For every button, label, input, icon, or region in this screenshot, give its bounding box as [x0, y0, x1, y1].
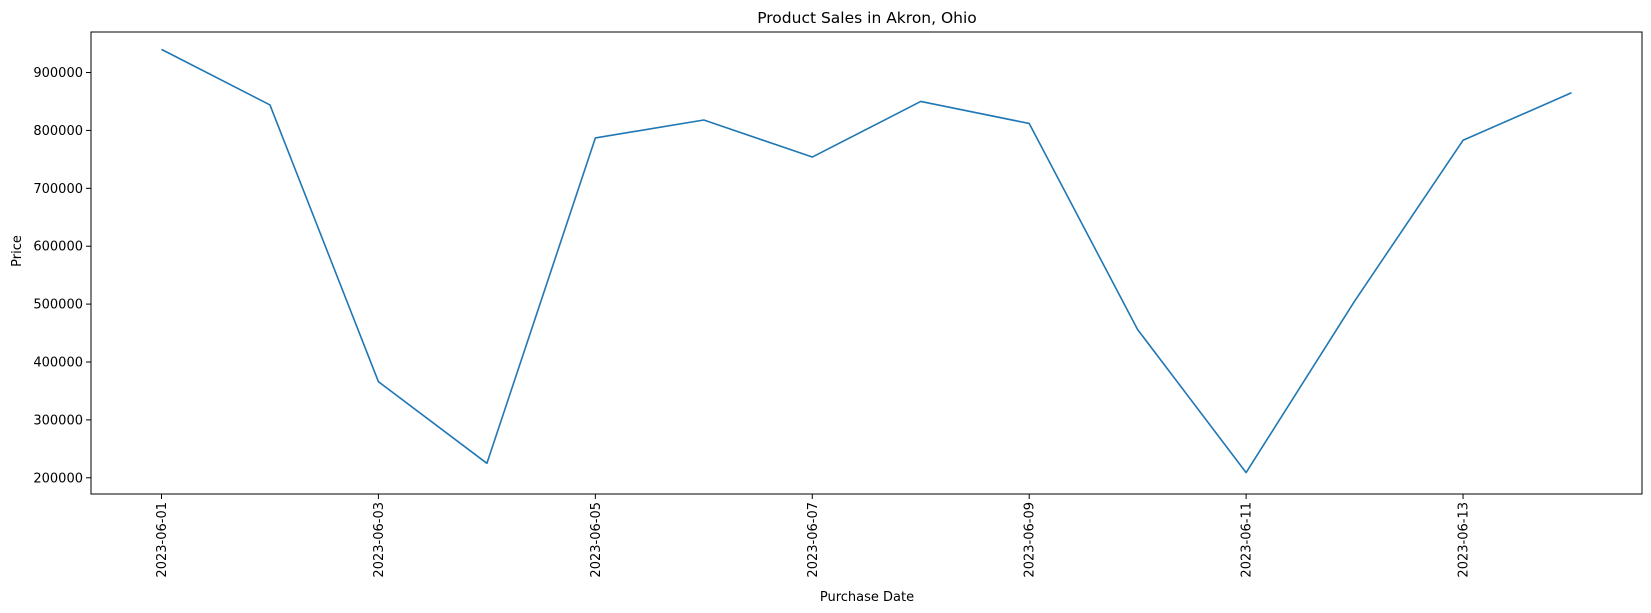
y-tick-label: 500000	[33, 298, 83, 313]
y-tick-label: 800000	[33, 124, 83, 139]
x-tick-label: 2023-06-09	[1023, 502, 1038, 578]
series-line	[161, 48, 1572, 474]
x-tick-label: 2023-06-01	[155, 502, 170, 578]
x-tick-label: 2023-06-11	[1240, 502, 1255, 578]
x-tick-label: 2023-06-05	[589, 502, 604, 578]
x-tick-label: 2023-06-13	[1457, 502, 1472, 578]
x-tick-label: 2023-06-07	[806, 502, 821, 578]
x-axis-label: Purchase Date	[820, 590, 914, 605]
y-tick-label: 300000	[33, 413, 83, 428]
plot-frame	[90, 31, 1643, 495]
y-axis-label: Price	[10, 235, 25, 267]
y-tick-label: 900000	[33, 66, 83, 81]
y-tick-label: 200000	[33, 471, 83, 486]
y-tick-label: 400000	[33, 356, 83, 371]
y-tick-label: 700000	[33, 182, 83, 197]
plot-area: 200000 300000 400000 500000 600000 700000 8000…	[33, 31, 1643, 578]
chart-title: Product Sales in Akron, Ohio	[757, 9, 977, 27]
y-tick-label: 600000	[33, 240, 83, 255]
x-tick-label: 2023-06-03	[372, 502, 387, 578]
